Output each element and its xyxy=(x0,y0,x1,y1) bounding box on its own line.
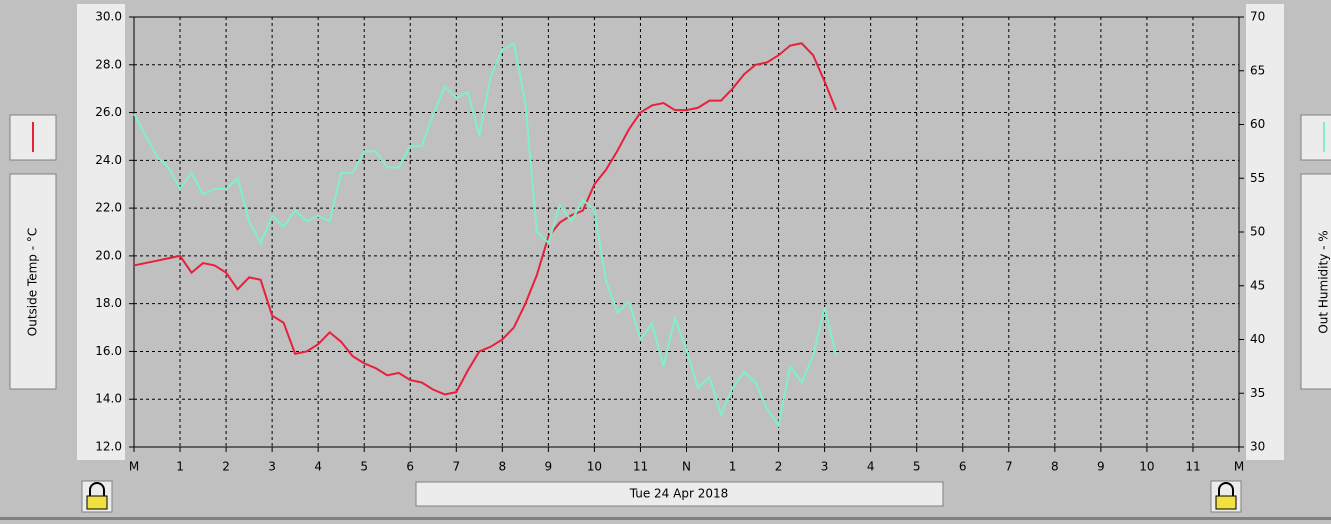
x-tick-label: M xyxy=(1234,460,1244,474)
date-bar[interactable] xyxy=(415,481,944,507)
series-line xyxy=(133,42,838,428)
x-tick-label: 8 xyxy=(499,460,507,474)
y2-tick-label: 30 xyxy=(1250,440,1265,454)
y2-tick-label: 55 xyxy=(1250,171,1265,185)
y-tick-label: 18.0 xyxy=(95,296,122,310)
x-tick-label: 4 xyxy=(867,460,875,474)
x-tick-label: 4 xyxy=(314,460,322,474)
y-tick-label: 26.0 xyxy=(95,105,122,119)
lock-icon[interactable] xyxy=(81,480,113,513)
x-tick-label: 5 xyxy=(360,460,368,474)
y-tick-label: 14.0 xyxy=(95,392,122,406)
y2-tick-label: 70 xyxy=(1250,10,1265,24)
y2-axis-label: Out Humidity - % xyxy=(1317,230,1331,333)
x-tick-label: 10 xyxy=(1139,460,1154,474)
x-tick-label: 3 xyxy=(268,460,276,474)
y2-tick-label: 65 xyxy=(1250,63,1265,77)
y-axis-panel xyxy=(77,4,125,460)
x-tick-label: 1 xyxy=(729,460,737,474)
x-tick-label: 7 xyxy=(1005,460,1013,474)
x-tick-label: M xyxy=(129,460,139,474)
plot-area xyxy=(133,16,1240,448)
x-tick-label: 9 xyxy=(1097,460,1105,474)
y-tick-label: 28.0 xyxy=(95,57,122,71)
x-tick-label: 8 xyxy=(1051,460,1059,474)
y-tick-label: 30.0 xyxy=(95,10,122,24)
series-line xyxy=(133,42,838,396)
y-label-button[interactable] xyxy=(9,173,57,390)
x-tick-label: 11 xyxy=(1185,460,1200,474)
y-tick-label: 24.0 xyxy=(95,153,122,167)
lock-icon[interactable] xyxy=(1210,480,1242,513)
x-tick-label: 11 xyxy=(633,460,648,474)
y2-tick-label: 60 xyxy=(1250,117,1265,131)
x-tick-label: 10 xyxy=(587,460,602,474)
x-tick-label: 1 xyxy=(176,460,184,474)
y2-tick-label: 40 xyxy=(1250,332,1265,346)
x-tick-label: 7 xyxy=(452,460,460,474)
y2-axis-panel xyxy=(1246,4,1284,460)
series-indicator[interactable] xyxy=(1300,114,1331,161)
y2-label-button[interactable] xyxy=(1300,173,1331,390)
x-tick-label: N xyxy=(682,460,691,474)
x-tick-label: 6 xyxy=(406,460,414,474)
y-axis-label: Outside Temp - °C xyxy=(26,228,40,336)
x-tick-label: 3 xyxy=(821,460,829,474)
bottom-border xyxy=(0,517,1331,520)
y2-tick-label: 50 xyxy=(1250,225,1265,239)
y2-tick-label: 35 xyxy=(1250,386,1265,400)
x-tick-label: 9 xyxy=(545,460,553,474)
y2-tick-label: 45 xyxy=(1250,278,1265,292)
y-tick-label: 12.0 xyxy=(95,440,122,454)
x-tick-label: 5 xyxy=(913,460,921,474)
x-tick-label: 6 xyxy=(959,460,967,474)
x-tick-label: 2 xyxy=(775,460,783,474)
y-tick-label: 20.0 xyxy=(95,248,122,262)
date-label: Tue 24 Apr 2018 xyxy=(629,487,729,501)
y-tick-label: 22.0 xyxy=(95,201,122,215)
x-tick-label: 2 xyxy=(222,460,230,474)
y-tick-label: 16.0 xyxy=(95,344,122,358)
